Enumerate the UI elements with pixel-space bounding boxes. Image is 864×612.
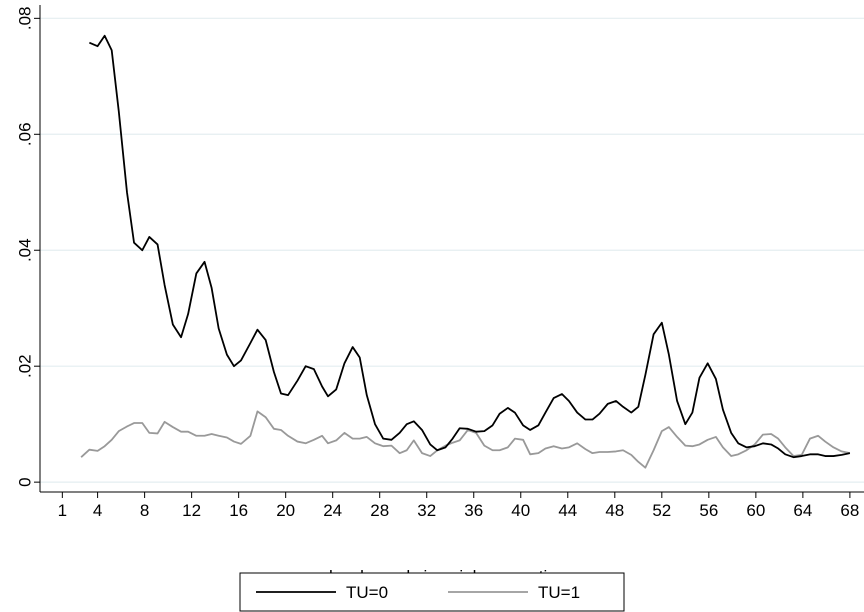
x-tick-label: 1 xyxy=(58,501,67,520)
legend-label: TU=1 xyxy=(538,583,580,602)
x-tick-label: 4 xyxy=(93,501,102,520)
y-tick-label: .02 xyxy=(15,354,34,378)
y-tick-label: 0 xyxy=(15,477,34,486)
series-line xyxy=(89,34,851,459)
x-tick-label: 44 xyxy=(558,501,577,520)
legend-label: TU=0 xyxy=(346,583,388,602)
x-tick-label: 8 xyxy=(140,501,149,520)
x-tick-label: 40 xyxy=(511,501,530,520)
y-tick-label: .06 xyxy=(15,122,34,146)
x-tick-label: 24 xyxy=(323,501,342,520)
x-tick-label: 56 xyxy=(699,501,718,520)
x-tick-label: 52 xyxy=(652,501,671,520)
x-tick-label: 48 xyxy=(605,501,624,520)
x-tick-label: 28 xyxy=(370,501,389,520)
x-tick-label: 60 xyxy=(746,501,765,520)
x-tick-label: 64 xyxy=(793,501,812,520)
x-tick-label: 32 xyxy=(417,501,436,520)
x-tick-label: 36 xyxy=(464,501,483,520)
y-tick-label: .08 xyxy=(15,7,34,31)
x-tick-label: 16 xyxy=(229,501,248,520)
series-line xyxy=(80,410,851,469)
x-tick-label: 12 xyxy=(182,501,201,520)
y-tick-label: .04 xyxy=(15,238,34,262)
x-tick-label: 20 xyxy=(276,501,295,520)
x-tick-label: 68 xyxy=(840,501,859,520)
